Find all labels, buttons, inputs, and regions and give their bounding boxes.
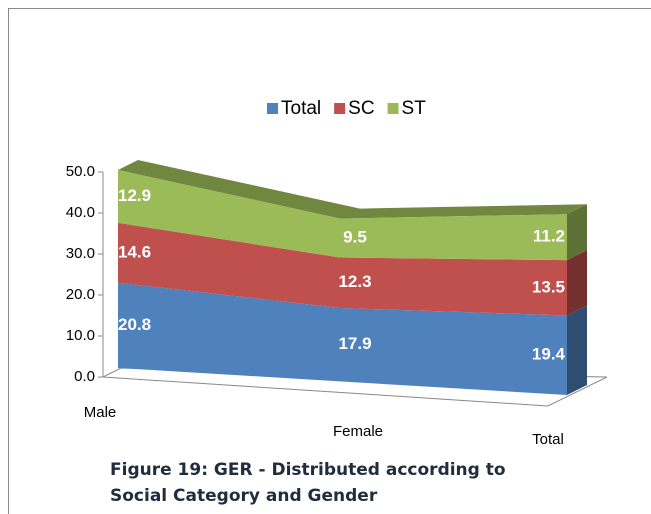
value-label: 13.5 xyxy=(532,277,565,296)
value-label: 20.8 xyxy=(118,315,151,334)
area xyxy=(118,169,567,261)
y-tick-label: 30.0 xyxy=(66,245,95,262)
x-tick-label: Female xyxy=(333,423,383,440)
caption: Figure 19: GER - Distributed according t… xyxy=(110,460,506,506)
legend-swatch xyxy=(387,103,399,114)
value-label: 12.3 xyxy=(338,272,371,291)
side-face xyxy=(567,305,587,395)
y-tick-label: 10.0 xyxy=(66,327,95,344)
legend-swatch xyxy=(334,103,346,114)
legend-label: SC xyxy=(348,98,374,119)
y-tick-label: 50.0 xyxy=(66,163,95,180)
x-tick-label: Total xyxy=(532,431,564,448)
x-tick-label: Male xyxy=(84,404,117,421)
legend-label: ST xyxy=(402,98,427,119)
value-label: 14.6 xyxy=(118,242,151,261)
side-face xyxy=(567,250,587,316)
y-tick-label: 40.0 xyxy=(66,204,95,221)
value-label: 9.5 xyxy=(343,228,367,247)
frame xyxy=(8,8,651,514)
value-label: 12.9 xyxy=(118,186,151,205)
value-label: 19.4 xyxy=(532,345,566,364)
legend-swatch xyxy=(267,103,278,114)
side-face xyxy=(567,204,587,261)
area xyxy=(118,222,567,316)
legend-label: Total xyxy=(281,98,321,119)
top-face xyxy=(118,159,587,219)
y-tick-label: 0.0 xyxy=(74,368,95,385)
area xyxy=(118,282,567,395)
value-label: 17.9 xyxy=(338,334,371,353)
value-label: 11.2 xyxy=(533,227,565,246)
y-tick-label: 20.0 xyxy=(66,286,95,303)
